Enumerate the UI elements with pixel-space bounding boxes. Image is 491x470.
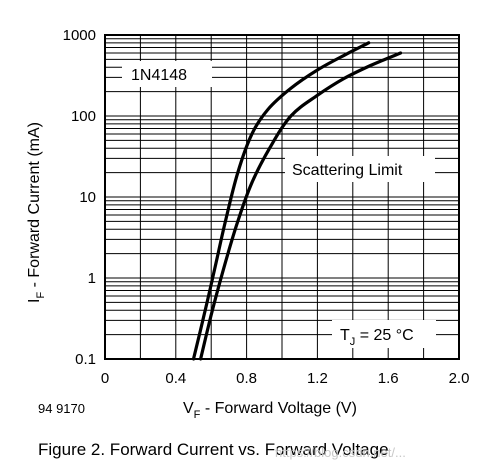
x-tick-labels: 0 0.4 0.8 1.2 1.6 2.0 xyxy=(101,370,470,387)
x-tick-label: 1.2 xyxy=(307,370,328,387)
grid xyxy=(105,35,459,359)
y-tick-label: 1 xyxy=(88,270,96,287)
temperature-subscript: J xyxy=(350,336,356,348)
y-tick-labels: 0.1 1 10 100 1000 xyxy=(63,27,96,368)
x-axis-title: VF - Forward Voltage (V) xyxy=(183,400,357,421)
temperature-symbol: T xyxy=(340,327,350,344)
x-tick-label: 0.8 xyxy=(236,370,257,387)
part-label: 1N4148 xyxy=(131,67,187,84)
part-label-bg xyxy=(122,61,212,87)
y-tick-label: 1000 xyxy=(63,27,96,44)
y-axis-symbol: I xyxy=(26,299,43,303)
y-axis-subscript: F xyxy=(35,292,47,299)
curves xyxy=(191,41,403,361)
scattering-label-bg xyxy=(285,156,435,182)
watermark: https://blog.csdn.net/... xyxy=(275,445,406,460)
x-axis-symbol: V xyxy=(183,400,194,417)
plot-frame xyxy=(104,34,460,360)
temperature-label: TJ = 25 °C xyxy=(340,327,414,348)
figure-number: 94 9170 xyxy=(38,401,85,416)
x-axis-subscript: F xyxy=(194,409,201,421)
scattering-limit-label: Scattering Limit xyxy=(292,162,403,179)
y-axis-text: - Forward Current (mA) xyxy=(26,122,43,292)
figure-caption: Figure 2. Forward Current vs. Forward Vo… xyxy=(38,440,389,459)
temperature-label-bg xyxy=(332,320,436,348)
x-tick-label: 0.4 xyxy=(165,370,186,387)
x-tick-label: 0 xyxy=(101,370,109,387)
y-axis-title: IF - Forward Current (mA) xyxy=(26,122,47,303)
y-tick-label: 10 xyxy=(79,189,96,206)
series-curve-1 xyxy=(191,41,371,361)
x-tick-label: 2.0 xyxy=(449,370,470,387)
series-curve-2 xyxy=(199,51,403,361)
x-axis-text: - Forward Voltage (V) xyxy=(200,400,357,417)
y-tick-label: 100 xyxy=(71,108,96,125)
x-tick-label: 1.6 xyxy=(378,370,399,387)
y-tick-label: 0.1 xyxy=(75,351,96,368)
temperature-value: = 25 °C xyxy=(355,327,413,344)
